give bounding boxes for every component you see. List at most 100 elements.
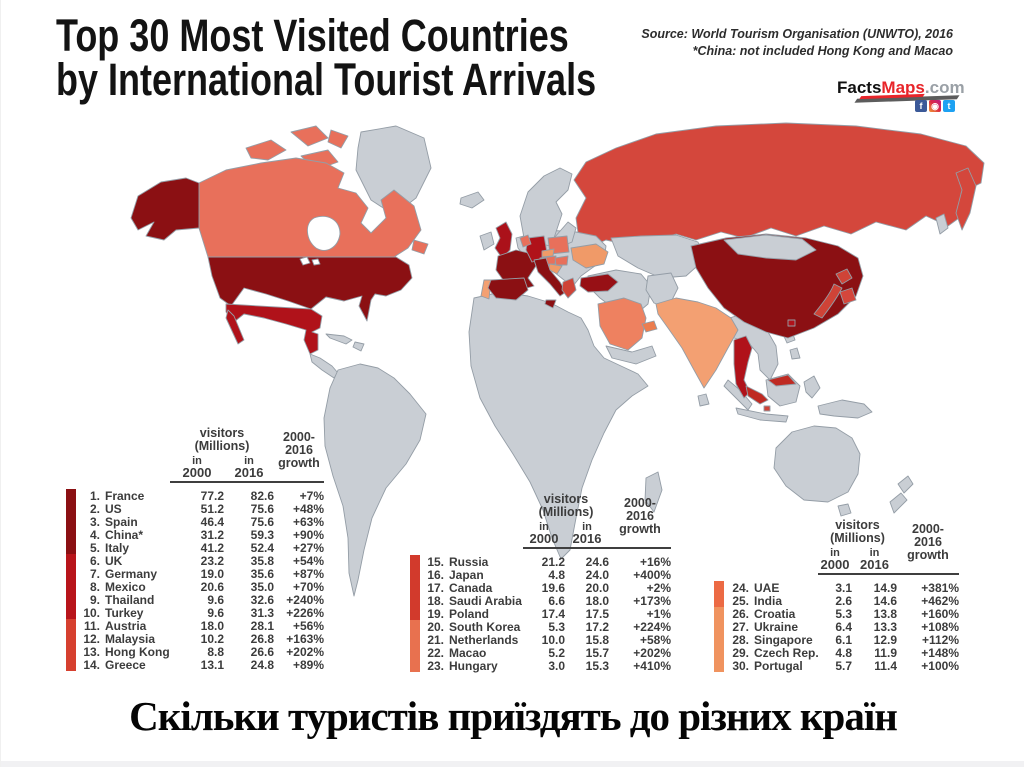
map-kamchatka: [955, 167, 977, 231]
rank-color-swatch: [66, 593, 76, 606]
growth-cell: +224%: [633, 619, 671, 634]
rank-color-swatch: [410, 581, 420, 594]
table-row: 28. Singapore 6.1 12.9 +112%: [714, 632, 959, 647]
map-saudi-arabia: [597, 297, 647, 351]
rank-cell: 17.: [427, 580, 444, 595]
visitors-2000-cell: 3.0: [548, 658, 565, 673]
table-row: 6. UK 23.2 35.8 +54%: [66, 553, 324, 568]
visitors-2000-cell: 20.6: [200, 579, 224, 594]
visitors-2000-cell: 6.6: [548, 593, 565, 608]
country-cell: Portugal: [754, 658, 803, 673]
map-baja-california: [225, 309, 245, 345]
visitors-2016-cell: 24.6: [585, 554, 609, 569]
rank-cell: 9.: [89, 592, 100, 607]
visitors-2000-cell: 6.1: [835, 632, 852, 647]
rank-cell: 1.: [89, 488, 100, 503]
visitors-2016-cell: 32.6: [250, 592, 274, 607]
table-header: visitors (Millions) in 2000 in 2016 2000- 20…: [410, 493, 671, 549]
rank-cell: 7.: [89, 566, 100, 581]
rank-cell: 12.: [83, 631, 100, 646]
country-cell: Germany: [105, 566, 158, 581]
map-malaysia: [745, 385, 769, 405]
year-2016-label: 2016: [860, 557, 889, 572]
table-body: 24. UAE 3.1 14.9 +381% 25. India 2.6 14.6 +462% 26…: [714, 580, 959, 673]
rank-cell: 6.: [89, 553, 100, 568]
country-cell: Thailand: [105, 592, 155, 607]
visitors-2016-cell: 24.8: [250, 657, 274, 672]
growth-cell: +48%: [292, 501, 324, 516]
map-sakhalin: [935, 213, 949, 235]
table-row: 13. Hong Kong 8.8 26.6 +202%: [66, 644, 324, 659]
map-greece: [561, 277, 577, 299]
table-row: 19. Poland 17.4 17.5 +1%: [410, 607, 671, 621]
visitors-2016-cell: 12.9: [873, 632, 897, 647]
visitors-2016-cell: 35.0: [250, 579, 274, 594]
visitors-2000-cell: 46.4: [200, 514, 224, 529]
map-south-america: [323, 363, 427, 597]
map-ukraine: [570, 243, 609, 269]
growth-cell: +63%: [292, 514, 324, 529]
visitors-2016-cell: 15.3: [585, 658, 609, 673]
table-row: 23. Hungary 3.0 15.3 +410%: [410, 658, 671, 673]
rank-color-swatch: [66, 580, 76, 593]
growth-cell: +27%: [292, 540, 324, 555]
table-row: 10. Turkey 9.6 31.3 +226%: [66, 606, 324, 620]
table-row: 7. Germany 19.0 35.6 +87%: [66, 566, 324, 581]
table-row: 12. Malaysia 10.2 26.8 +163%: [66, 631, 324, 646]
rank-color-swatch: [410, 607, 420, 620]
map-central-america: [309, 353, 339, 379]
rank-color-swatch: [410, 646, 420, 659]
table-row: 25. India 2.6 14.6 +462%: [714, 594, 959, 608]
title-line-1: Top 30 Most Visited Countries: [56, 10, 569, 61]
visitors-2000-cell: 19.0: [200, 566, 224, 581]
visitors-2000-cell: 5.3: [835, 606, 852, 621]
country-cell: Croatia: [754, 606, 796, 621]
visitors-2016-cell: 26.8: [250, 631, 274, 646]
visitors-2016-cell: 26.6: [250, 644, 274, 659]
rank-cell: 29.: [732, 645, 749, 660]
table-row: 5. Italy 41.2 52.4 +27%: [66, 540, 324, 555]
visitors-2000-cell: 3.1: [835, 580, 852, 595]
visitors-2000-cell: 9.6: [207, 592, 224, 607]
table-row: 18. Saudi Arabia 6.6 18.0 +173%: [410, 593, 671, 608]
title-line-2: by International Tourist Arrivals: [56, 54, 597, 105]
rank-cell: 5.: [89, 540, 100, 555]
table-row: 14. Greece 13.1 24.8 +89%: [66, 657, 324, 672]
map-hudson-bay: [307, 215, 341, 251]
visitors-2016-cell: 82.6: [250, 488, 274, 503]
map-sicily: [544, 299, 557, 309]
rank-cell: 16.: [427, 567, 444, 582]
map-new-guinea: [817, 399, 873, 419]
rank-cell: 4.: [89, 527, 100, 542]
source-footnote: *China: not included Hong Kong and Macao: [692, 44, 953, 58]
rank-cell: 15.: [427, 554, 444, 569]
visitors-2016-cell: 20.0: [585, 580, 609, 595]
map-new-zealand: [897, 475, 914, 494]
map-java: [735, 407, 789, 423]
map-japan-hokkaido: [835, 268, 853, 285]
visitors-label: visitors: [543, 492, 589, 506]
table-row: 20. South Korea 5.3 17.2 +224%: [410, 619, 671, 634]
country-cell: Japan: [449, 567, 484, 582]
map-canada: [198, 157, 422, 258]
visitors-2016-cell: 17.2: [585, 619, 609, 634]
rank-cell: 20.: [427, 619, 444, 634]
table-row: 2. US 51.2 75.6 +48%: [66, 501, 324, 516]
table-row: 4. China* 31.2 59.3 +90%: [66, 527, 324, 542]
table-row: 29. Czech Rep. 4.8 11.9 +148%: [714, 645, 959, 660]
map-canada-islands: [290, 125, 329, 147]
logo-facts: Facts: [837, 78, 882, 97]
visitors-2016-cell: 11.4: [874, 658, 897, 673]
map-hungary: [554, 255, 569, 266]
visitors-2016-cell: 18.0: [585, 593, 609, 608]
rank-color-swatch: [66, 619, 76, 632]
rank-color-swatch: [66, 658, 76, 671]
country-cell: Spain: [105, 514, 138, 529]
rank-color-swatch: [714, 659, 724, 672]
visitors-2016-cell: 35.6: [250, 566, 274, 581]
table-row: 15. Russia 21.2 24.6 +16%: [410, 554, 671, 569]
map-yemen-oman: [605, 345, 657, 365]
rank-color-swatch: [66, 606, 76, 619]
country-cell: UK: [105, 553, 123, 568]
visitors-2000-cell: 51.2: [200, 501, 224, 516]
